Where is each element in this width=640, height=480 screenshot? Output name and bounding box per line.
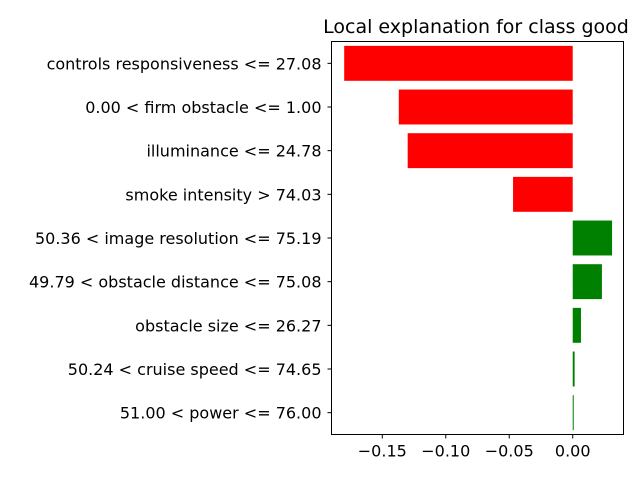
x-ticks: −0.15 −0.10 −0.05 0.00 [327,62,591,461]
y-tick-label: 49.79 < obstacle distance <= 75.08 [29,273,322,292]
chart-title: Local explanation for class good [323,16,629,38]
y-tick-label: controls responsiveness <= 27.08 [47,54,322,73]
plot-frame [331,41,624,435]
x-tick-label: 0.00 [555,442,591,461]
y-tick-label: 50.24 < cruise speed <= 74.65 [68,360,322,379]
x-tick-label: −0.05 [485,442,534,461]
bar-8 [572,395,574,431]
bar-2 [407,133,573,169]
bar-1 [398,89,573,125]
bars-layer [344,45,613,431]
bar-4 [572,220,613,256]
y-tick-label: 51.00 < power <= 76.00 [120,404,322,423]
y-tick-label: 0.00 < firm obstacle <= 1.00 [85,98,321,117]
y-tick-label: obstacle size <= 26.27 [135,316,321,335]
y-tick-label: illuminance <= 24.78 [146,142,321,161]
y-tick-label: smoke intensity > 74.03 [125,185,321,204]
bar-0 [344,45,573,81]
y-tick-label: 50.36 < image resolution <= 75.19 [35,229,322,248]
bar-3 [513,176,573,212]
bar-6 [572,307,581,343]
bar-7 [572,351,575,387]
x-tick-label: −0.10 [421,442,470,461]
x-tick-label: −0.15 [358,442,407,461]
bar-5 [572,264,602,300]
y-tick-labels: controls responsiveness <= 27.08 0.00 < f… [29,54,322,422]
